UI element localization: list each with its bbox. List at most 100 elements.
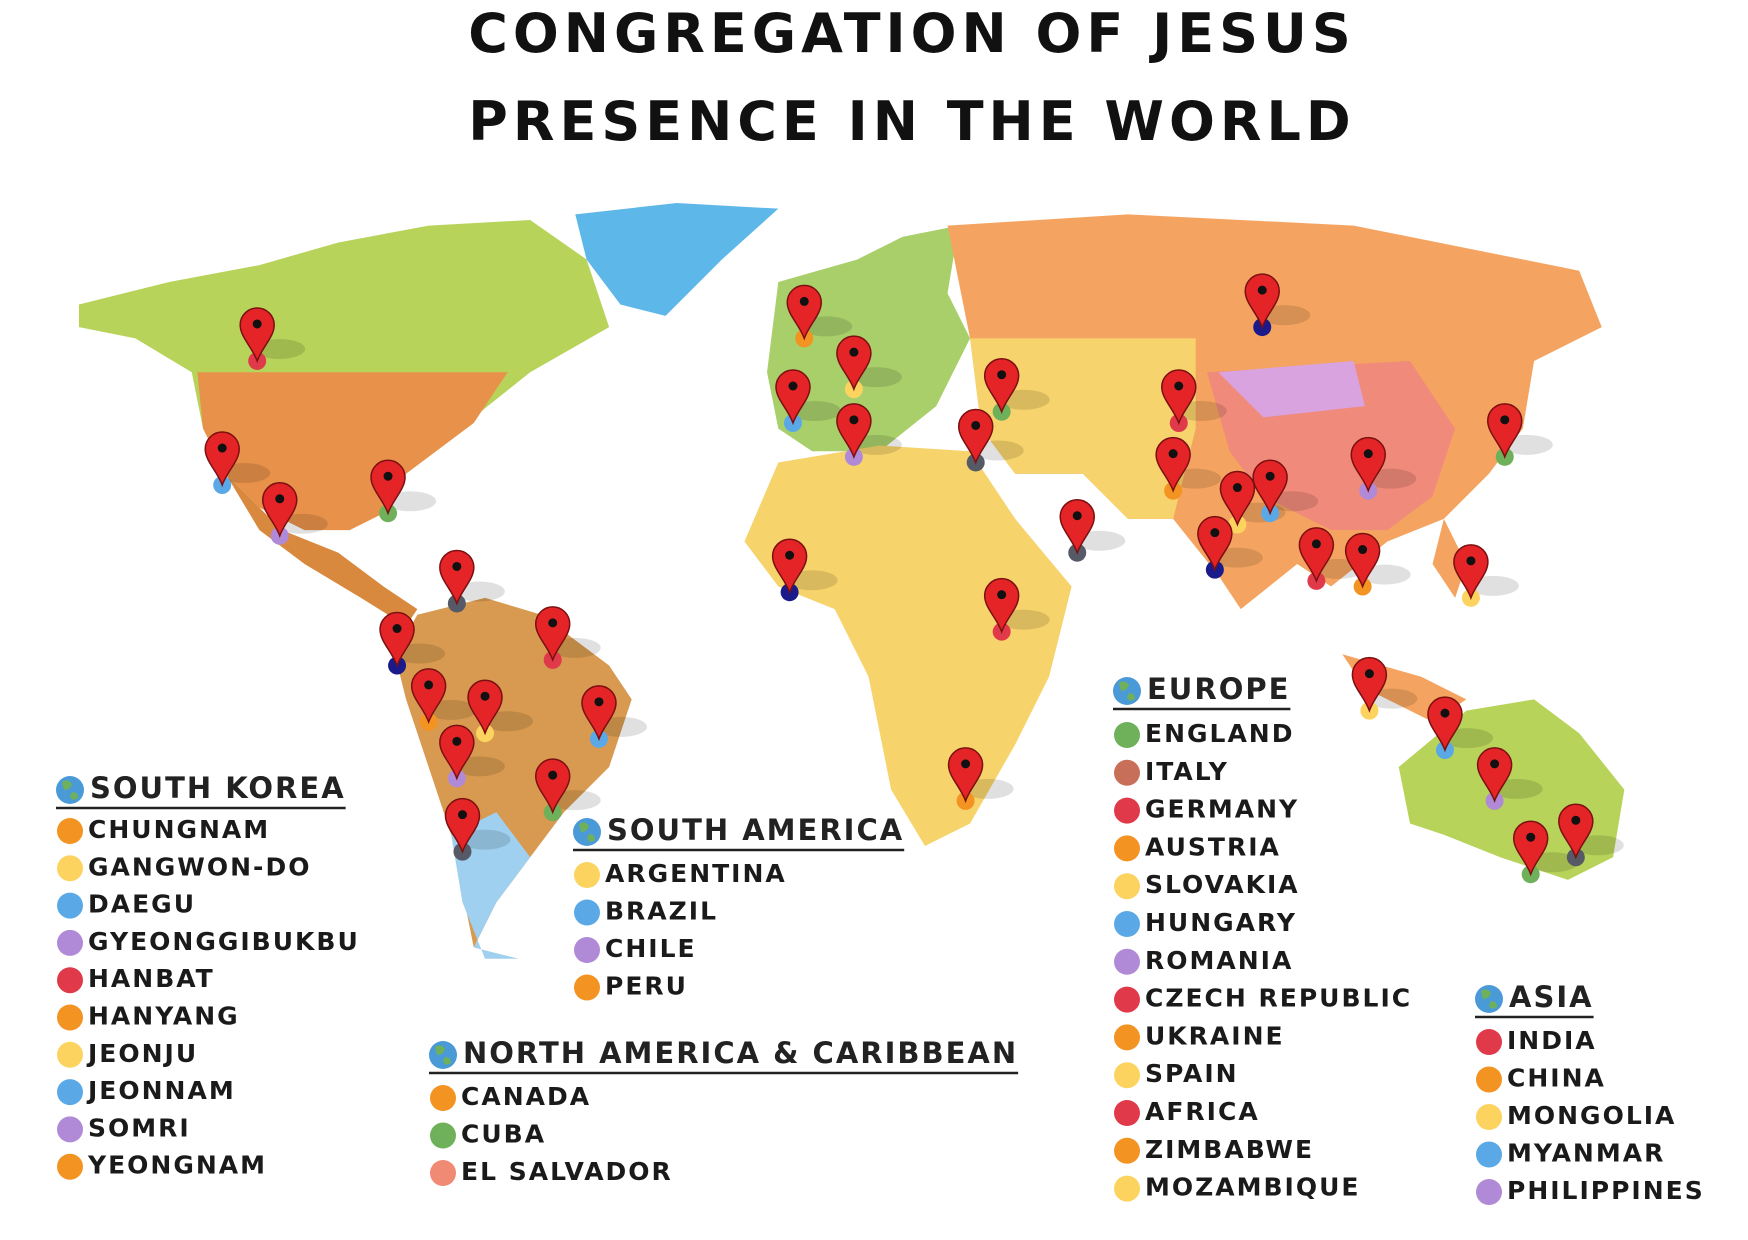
legend-label: CHINA <box>1507 1064 1606 1093</box>
map-pin <box>444 797 511 861</box>
map-pin <box>957 408 1024 472</box>
map-pin <box>786 284 853 348</box>
map-pin <box>370 459 437 523</box>
map-pin <box>947 747 1014 810</box>
legend-label: UKRAINE <box>1145 1021 1285 1050</box>
pin <box>1161 369 1197 426</box>
pin <box>444 797 481 854</box>
map-pin <box>836 403 902 466</box>
pin <box>836 403 872 460</box>
legend-swatch <box>574 937 600 963</box>
pins <box>204 273 1624 884</box>
pin-hole <box>217 443 227 453</box>
map-pin <box>775 369 841 432</box>
map-pin <box>1476 747 1543 810</box>
pin-hole <box>252 319 262 329</box>
legend-label: ZIMBABWE <box>1145 1135 1314 1164</box>
pin-hole <box>383 471 393 481</box>
legend-swatch <box>1114 873 1140 900</box>
legend-label: HUNGARY <box>1145 908 1297 937</box>
pin-hole <box>275 494 285 504</box>
pin <box>775 369 811 426</box>
map-pin <box>1155 436 1222 500</box>
legend-label: MOZAMBIQUE <box>1145 1173 1360 1202</box>
pin <box>1219 470 1256 527</box>
legend-label: INDIA <box>1507 1026 1597 1055</box>
pin <box>1197 515 1233 572</box>
map-pin <box>534 758 601 822</box>
legend-swatch <box>430 1085 456 1111</box>
map-pin <box>204 431 271 495</box>
map-pin <box>1197 515 1263 579</box>
legend-heading: ASIA <box>1509 980 1594 1014</box>
legend-label: PHILIPPINES <box>1507 1176 1705 1205</box>
legend-heading: NORTH AMERICA & CARIBBEAN <box>463 1036 1018 1070</box>
pin <box>1453 544 1489 601</box>
legend-heading: EUROPE <box>1147 672 1290 706</box>
pin <box>534 606 571 663</box>
legend-label: ITALY <box>1145 757 1229 786</box>
pin <box>836 335 872 392</box>
pin <box>1487 403 1523 460</box>
pin-hole <box>457 810 467 820</box>
legend-swatch <box>1114 1175 1140 1202</box>
pin-hole <box>548 770 558 780</box>
pin-hole <box>1311 539 1321 549</box>
legend-label: YEONGNAM <box>87 1151 267 1180</box>
pin-hole <box>1358 545 1368 555</box>
pin-hole <box>1174 381 1184 391</box>
pin <box>439 549 475 606</box>
globe-icon <box>573 818 601 846</box>
legend-label: CUBA <box>461 1120 546 1149</box>
pin <box>581 685 617 742</box>
globe-land <box>579 822 595 842</box>
pin-hole <box>1265 471 1275 481</box>
pin-hole <box>961 759 971 769</box>
legend-label: GANGWON-DO <box>88 852 311 881</box>
pin-hole <box>480 691 490 701</box>
pin <box>1512 820 1549 877</box>
pin <box>1252 459 1288 516</box>
pin-hole <box>1072 511 1082 521</box>
legend-swatch <box>1114 911 1140 937</box>
pin <box>983 577 1020 634</box>
legend-label: GERMANY <box>1145 795 1299 824</box>
pin-hole <box>452 561 462 571</box>
globe-land <box>435 1045 451 1065</box>
pin-hole <box>1363 449 1373 459</box>
pin-hole <box>849 415 859 425</box>
pin-hole <box>997 370 1007 380</box>
legend-label: BRAZIL <box>605 897 718 926</box>
legend-swatch <box>574 862 600 888</box>
legend-swatch <box>574 974 600 1001</box>
legend-label: HANYANG <box>88 1002 240 1031</box>
pin <box>1427 696 1463 753</box>
pin-hole <box>1571 815 1581 825</box>
map-pin <box>1244 273 1311 337</box>
legend-label: PERU <box>605 972 688 1001</box>
legend-label: SPAIN <box>1145 1059 1239 1088</box>
globe-land <box>1481 989 1497 1009</box>
legend-label: CHUNGNAM <box>88 815 270 844</box>
legend-swatch <box>1114 797 1140 824</box>
globe-icon <box>429 1041 457 1069</box>
legend-swatch <box>57 1004 83 1031</box>
map-pin <box>1252 459 1319 523</box>
globe-icon <box>1475 985 1503 1013</box>
pin <box>379 611 415 668</box>
legend-swatch <box>1114 986 1140 1013</box>
pin <box>1558 803 1594 860</box>
pin-hole <box>548 618 558 628</box>
legend-swatch <box>1476 1141 1502 1168</box>
pin <box>947 747 984 804</box>
pin <box>1351 656 1388 713</box>
legend-label: JEONNAM <box>86 1076 236 1105</box>
legend-label: SLOVAKIA <box>1145 870 1300 899</box>
legend-swatch <box>1114 759 1140 786</box>
legend-label: GYEONGGIBUKBU <box>88 927 360 956</box>
legend-label: ARGENTINA <box>605 859 787 888</box>
pin <box>1344 532 1381 589</box>
legend-label: AFRICA <box>1145 1097 1260 1126</box>
map-pin <box>439 724 505 788</box>
pin <box>204 431 240 488</box>
